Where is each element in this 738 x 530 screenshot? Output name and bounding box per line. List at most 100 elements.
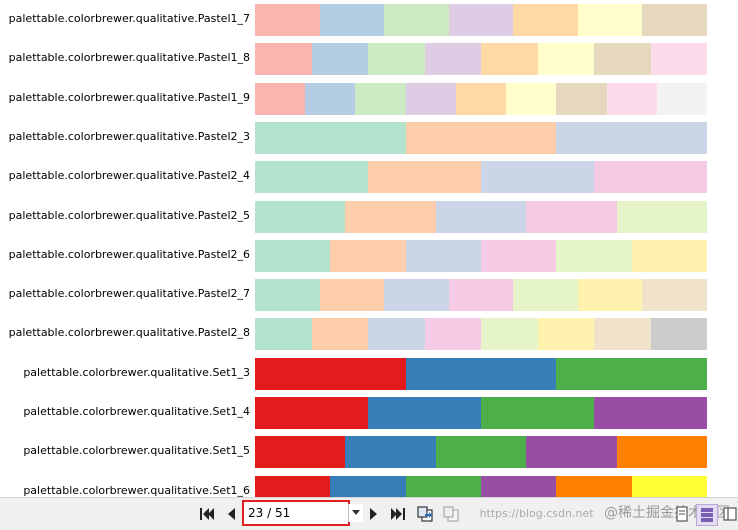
palette-label: palettable.colorbrewer.qualitative.Paste… <box>8 326 250 340</box>
palette-label: palettable.colorbrewer.qualitative.Paste… <box>8 12 250 25</box>
palette-row: palettable.colorbrewer.qualitative.Paste… <box>0 41 738 76</box>
color-swatch <box>255 397 368 429</box>
color-swatch <box>448 279 514 312</box>
color-swatch <box>631 239 707 272</box>
color-swatch <box>368 161 481 194</box>
next-page-button[interactable] <box>364 504 384 524</box>
palette-label: palettable.colorbrewer.qualitative.Paste… <box>8 129 250 143</box>
color-swatch <box>642 4 708 36</box>
color-swatch <box>305 82 356 115</box>
color-swatch <box>506 82 557 115</box>
color-swatch <box>435 436 527 469</box>
color-swatch <box>330 475 406 500</box>
color-swatch <box>255 200 346 233</box>
page-number-input[interactable] <box>246 504 342 522</box>
page-dropdown-button[interactable] <box>348 504 363 522</box>
color-swatch <box>255 436 346 469</box>
copy-to-clipboard-button[interactable] <box>415 504 435 524</box>
color-swatch <box>513 279 578 312</box>
copy-disabled-button[interactable] <box>441 504 461 524</box>
color-swatch <box>656 82 707 115</box>
color-swatch <box>650 43 707 76</box>
palette-label: palettable.colorbrewer.qualitative.Paste… <box>8 51 250 65</box>
color-swatch <box>556 121 708 154</box>
palette-row: palettable.colorbrewer.qualitative.Paste… <box>0 159 738 194</box>
palette-label: palettable.colorbrewer.qualitative.Paste… <box>8 90 250 104</box>
color-swatch <box>405 239 481 272</box>
color-swatch <box>616 200 708 233</box>
sidebar-toggle-button[interactable] <box>720 504 738 524</box>
color-swatch <box>255 121 406 154</box>
color-swatch <box>255 239 331 272</box>
palette-label: palettable.colorbrewer.qualitative.Set1_… <box>23 483 250 497</box>
color-swatch <box>405 357 557 390</box>
color-swatch <box>481 318 538 351</box>
color-swatch <box>481 397 594 429</box>
palette-row: palettable.colorbrewer.qualitative.Paste… <box>0 81 738 115</box>
color-swatch <box>255 43 312 76</box>
previous-page-button[interactable] <box>221 504 241 524</box>
color-swatch <box>556 239 632 272</box>
color-swatch <box>480 475 557 500</box>
color-swatch <box>577 279 643 312</box>
palette-label: palettable.colorbrewer.qualitative.Paste… <box>8 208 250 222</box>
palette-row: palettable.colorbrewer.qualitative.Set1_… <box>0 434 738 469</box>
first-page-icon <box>200 508 214 520</box>
color-swatch <box>480 239 557 272</box>
color-swatch <box>594 397 707 429</box>
color-swatch <box>642 279 708 312</box>
color-swatch <box>650 318 707 351</box>
palette-label: palettable.colorbrewer.qualitative.Paste… <box>8 169 250 183</box>
copy-to-clipboard-icon <box>417 506 433 522</box>
palette-list: palettable.colorbrewer.qualitative.Paste… <box>0 4 738 500</box>
single-page-view-button[interactable] <box>672 504 692 524</box>
palette-label: palettable.colorbrewer.qualitative.Paste… <box>8 247 250 261</box>
palette-swatch-bar <box>255 436 708 469</box>
palette-row: palettable.colorbrewer.qualitative.Set1_… <box>0 395 738 429</box>
palette-row: palettable.colorbrewer.qualitative.Paste… <box>0 238 738 272</box>
color-swatch <box>455 82 507 115</box>
color-swatch <box>537 318 594 351</box>
palette-row: palettable.colorbrewer.qualitative.Set1_… <box>0 356 738 390</box>
palette-row: palettable.colorbrewer.qualitative.Paste… <box>0 277 738 312</box>
next-page-icon <box>370 508 377 520</box>
color-swatch <box>319 279 385 312</box>
color-swatch <box>255 475 331 500</box>
first-page-button[interactable] <box>197 504 217 524</box>
color-swatch <box>526 436 617 469</box>
multi-page-icon <box>701 508 713 522</box>
watermark: https://blog.csdn.net @稀土掘金技术社区 <box>480 498 730 528</box>
color-swatch <box>513 4 578 36</box>
palette-swatch-bar <box>255 161 707 194</box>
multi-page-view-button[interactable] <box>696 504 718 526</box>
color-swatch <box>481 161 594 194</box>
palette-swatch-bar <box>255 318 707 351</box>
palette-label: palettable.colorbrewer.qualitative.Set1_… <box>23 365 250 379</box>
color-swatch <box>255 4 320 36</box>
color-swatch <box>435 200 527 233</box>
color-swatch <box>606 82 657 115</box>
color-swatch <box>345 436 436 469</box>
color-swatch <box>594 318 651 351</box>
palette-swatch-bar <box>255 121 708 154</box>
palette-swatch-bar <box>255 475 707 500</box>
last-page-icon <box>391 508 405 520</box>
color-swatch <box>424 43 481 76</box>
chevron-down-icon <box>352 510 360 515</box>
color-swatch <box>594 161 707 194</box>
color-swatch <box>481 43 538 76</box>
color-swatch <box>255 279 320 312</box>
color-swatch <box>384 4 449 36</box>
last-page-button[interactable] <box>388 504 408 524</box>
color-swatch <box>405 121 557 154</box>
color-swatch <box>255 318 312 351</box>
color-swatch <box>330 239 406 272</box>
palette-swatch-bar <box>255 397 707 429</box>
palette-swatch-bar <box>255 43 707 76</box>
color-swatch <box>255 161 368 194</box>
color-swatch <box>255 82 306 115</box>
palette-swatch-bar <box>255 357 708 390</box>
palette-row: palettable.colorbrewer.qualitative.Paste… <box>0 199 738 233</box>
copy-disabled-icon <box>443 506 459 522</box>
color-swatch <box>424 318 481 351</box>
